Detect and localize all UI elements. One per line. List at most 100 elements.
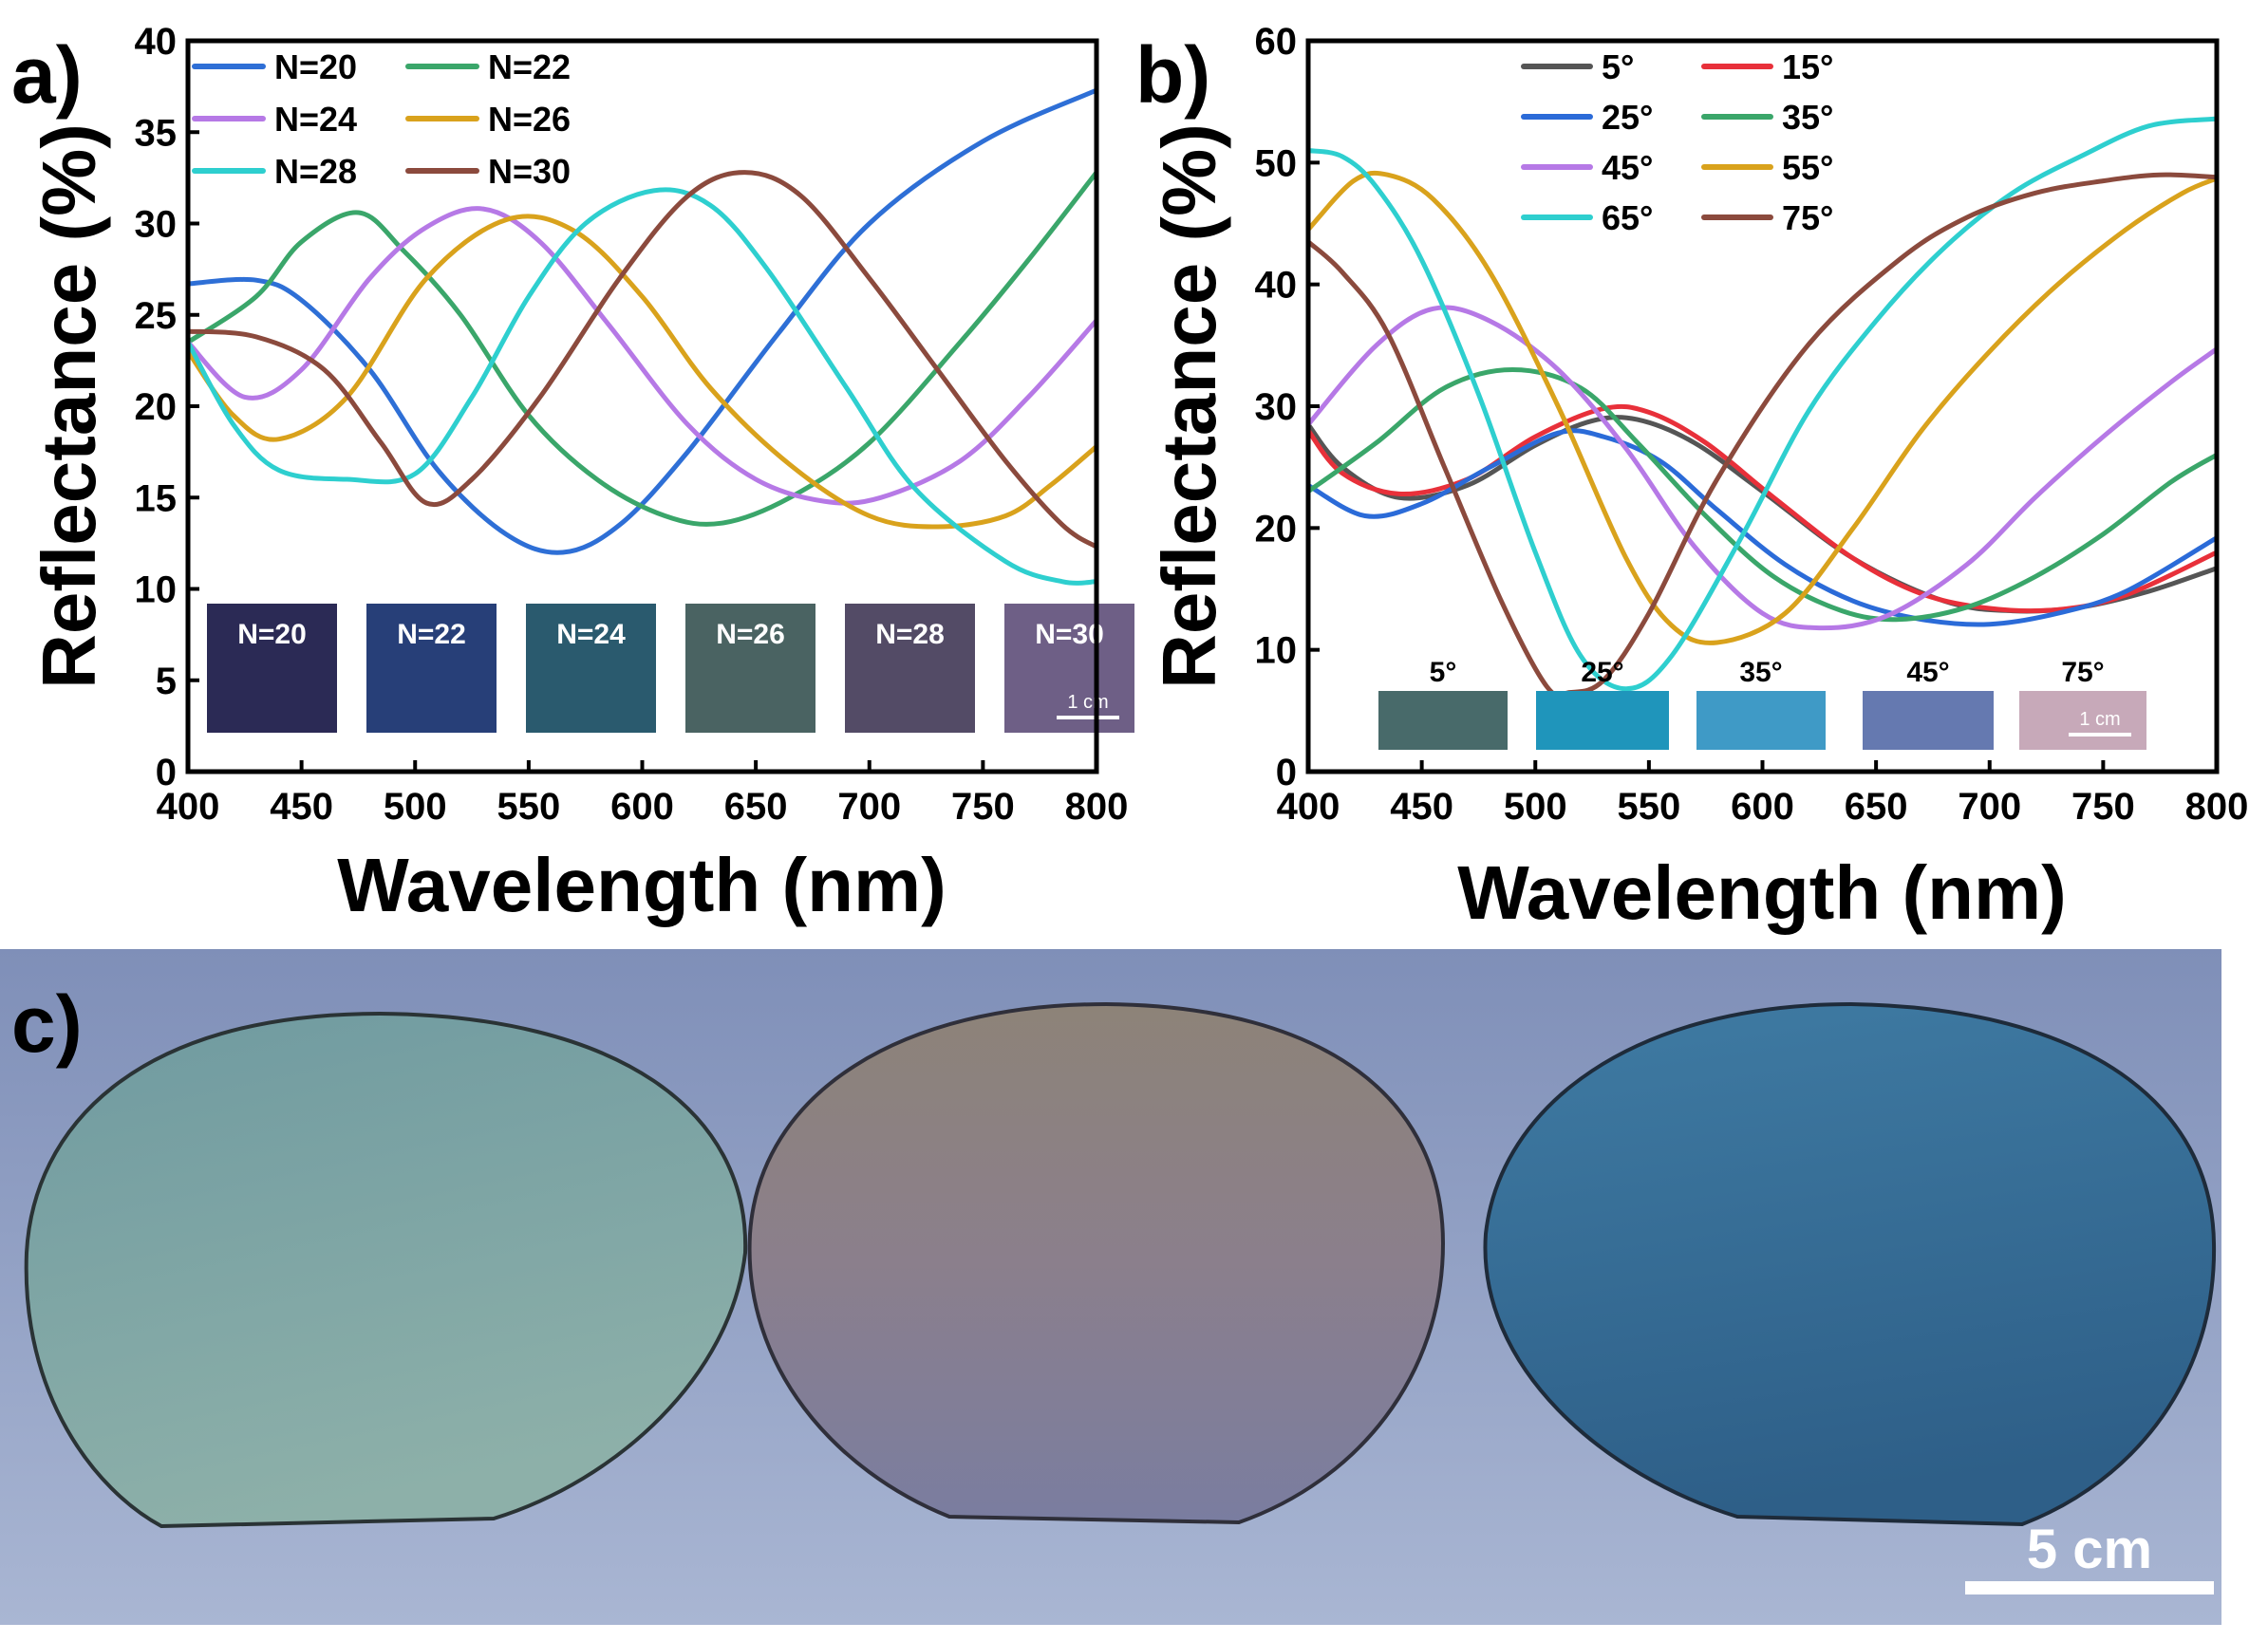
y-tick-label: 25 bbox=[135, 295, 178, 337]
series-line-n28 bbox=[185, 187, 1099, 586]
x-tick-label: 650 bbox=[1845, 786, 1908, 828]
x-tick-label: 450 bbox=[270, 786, 333, 828]
inset-swatch-label: N=26 bbox=[716, 619, 785, 650]
inset-swatch-label: N=30 bbox=[1035, 619, 1104, 650]
inset-swatch bbox=[207, 604, 337, 733]
legend-label: N=22 bbox=[488, 47, 571, 86]
series-line-55 bbox=[1305, 170, 2220, 645]
y-tick-label: 10 bbox=[1255, 630, 1298, 672]
inset-swatch-label: N=24 bbox=[556, 619, 626, 650]
panel-b-series bbox=[1305, 116, 2220, 699]
wafer-blue bbox=[1483, 1001, 2217, 1527]
inset-swatch bbox=[366, 604, 497, 733]
inset-swatch-label: 5° bbox=[1430, 657, 1457, 688]
panel-b-plot-frame bbox=[1305, 38, 2220, 774]
y-tick-label: 0 bbox=[1276, 752, 1297, 793]
series-line-25 bbox=[1305, 428, 2220, 627]
panel-b: 5° 25° 35° 45° 75°1 cm 400 450 500 550 600 650 700… bbox=[1135, 21, 2248, 935]
legend-label: 5° bbox=[1602, 47, 1634, 86]
y-tick-label: 10 bbox=[135, 569, 178, 611]
x-tick-label: 500 bbox=[384, 786, 447, 828]
panel-a-ticks: 400 450 500 550 600 650 700 750 800 0 5 10 15 20 25 30 3… bbox=[135, 21, 1129, 828]
y-tick-label: 20 bbox=[1255, 508, 1298, 550]
x-tick-label: 800 bbox=[2185, 786, 2249, 828]
y-tick-label: 20 bbox=[135, 386, 178, 428]
panel-c-scale-bar bbox=[1965, 1581, 2214, 1594]
inset-scale-label: 1 cm bbox=[2079, 709, 2120, 730]
panel-b-inset-swatches: 5° 25° 35° 45° 75° 1 cm bbox=[1378, 657, 2146, 750]
x-tick-label: 550 bbox=[497, 786, 561, 828]
legend-label: N=30 bbox=[488, 152, 571, 191]
series-line-15 bbox=[1305, 403, 2220, 614]
series-line-5 bbox=[1305, 415, 2220, 614]
panel-b-ylabel: Reflectance (%) bbox=[1147, 123, 1231, 689]
panel-a-inset-swatches: N=20 N=22 N=24 N=26 N=28 N=30 1 cm bbox=[207, 604, 1134, 733]
legend-label: 65° bbox=[1602, 198, 1653, 237]
inset-swatch-label: 45° bbox=[1906, 657, 1949, 688]
inset-swatch-label: 75° bbox=[2061, 657, 2104, 688]
legend-label: N=20 bbox=[274, 47, 357, 86]
x-tick-label: 750 bbox=[2071, 786, 2135, 828]
x-tick-label: 650 bbox=[724, 786, 788, 828]
legend-label: 25° bbox=[1602, 98, 1653, 137]
x-tick-label: 500 bbox=[1504, 786, 1567, 828]
panel-c-scale-label: 5 cm bbox=[2027, 1519, 2152, 1580]
panel-a-plot-frame bbox=[185, 38, 1099, 774]
y-tick-label: 30 bbox=[135, 204, 178, 246]
wafer-purple-grey bbox=[747, 1001, 1446, 1525]
inset-scale-bar bbox=[2069, 733, 2131, 737]
series-line-35 bbox=[1305, 367, 2220, 623]
legend-label: N=26 bbox=[488, 100, 571, 139]
inset-scale-bar bbox=[1057, 716, 1119, 719]
legend-label: 45° bbox=[1602, 148, 1653, 187]
x-tick-label: 700 bbox=[1958, 786, 2021, 828]
legend-label: 15° bbox=[1782, 47, 1833, 86]
inset-swatch-label: N=28 bbox=[875, 619, 945, 650]
series-line-75 bbox=[1305, 172, 2220, 699]
panel-a: N=20 N=22 N=24 N=26 N=28 N=301 cm 400 450 500 55… bbox=[11, 21, 1134, 927]
inset-swatch bbox=[526, 604, 656, 733]
x-tick-label: 600 bbox=[610, 786, 674, 828]
x-tick-label: 600 bbox=[1731, 786, 1794, 828]
panel-a-legend: N=20 N=22 N=24 N=26 N=28 N=30 bbox=[192, 47, 571, 191]
series-line-n24 bbox=[185, 206, 1099, 506]
x-tick-label: 550 bbox=[1618, 786, 1681, 828]
y-tick-label: 40 bbox=[135, 21, 178, 63]
series-line-n30 bbox=[185, 170, 1099, 550]
inset-swatch-label: N=22 bbox=[397, 619, 466, 650]
series-line-n20 bbox=[185, 87, 1099, 555]
inset-swatch bbox=[1004, 604, 1134, 733]
panel-a-label: a) bbox=[11, 30, 83, 120]
y-tick-label: 5 bbox=[156, 661, 177, 702]
inset-swatch bbox=[1696, 691, 1826, 750]
inset-scale-label: 1 cm bbox=[1067, 692, 1108, 713]
panel-c-photo: c) 5 cm bbox=[0, 949, 2221, 1625]
y-tick-label: 40 bbox=[1255, 265, 1298, 307]
legend-label: N=28 bbox=[274, 152, 357, 191]
inset-swatch bbox=[685, 604, 815, 733]
x-tick-label: 700 bbox=[837, 786, 901, 828]
series-line-45 bbox=[1305, 305, 2220, 631]
inset-swatch bbox=[1378, 691, 1508, 750]
legend-label: 75° bbox=[1782, 198, 1833, 237]
x-tick-label: 750 bbox=[951, 786, 1015, 828]
y-tick-label: 0 bbox=[156, 752, 177, 793]
panel-a-series bbox=[185, 87, 1099, 586]
inset-swatch bbox=[1863, 691, 1994, 750]
inset-swatch bbox=[2019, 691, 2146, 750]
panel-b-label: b) bbox=[1135, 30, 1210, 120]
x-tick-label: 400 bbox=[1277, 786, 1340, 828]
y-tick-label: 50 bbox=[1255, 142, 1298, 184]
legend-label: 55° bbox=[1782, 148, 1833, 187]
panel-b-legend: 5° 15° 25° 35° 45° 55° 65° 75° bbox=[1521, 47, 1833, 237]
panel-b-ticks: 400 450 500 550 600 650 700 750 800 0 10 20 30 40 50 60 bbox=[1255, 21, 2249, 828]
y-tick-label: 30 bbox=[1255, 386, 1298, 428]
y-tick-label: 60 bbox=[1255, 21, 1298, 63]
y-tick-label: 15 bbox=[135, 477, 178, 519]
inset-swatch bbox=[845, 604, 975, 733]
legend-label: N=24 bbox=[274, 100, 357, 139]
x-tick-label: 800 bbox=[1065, 786, 1129, 828]
inset-swatch-label: 25° bbox=[1581, 657, 1623, 688]
x-tick-label: 400 bbox=[157, 786, 220, 828]
